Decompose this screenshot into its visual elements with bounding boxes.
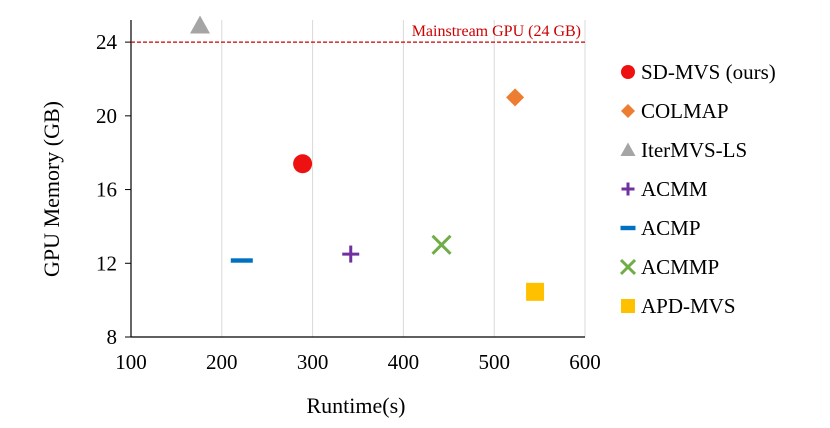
- legend-marker-apd-mvs: [621, 299, 635, 313]
- point-colmap: [506, 88, 525, 107]
- legend-marker-itermvs-ls: [620, 142, 636, 156]
- data-points: [190, 15, 545, 301]
- point-sd-mvs-ours: [293, 154, 313, 174]
- x-axis-title: Runtime(s): [307, 393, 406, 418]
- legend-label-sd-mvs-ours: SD-MVS (ours): [641, 60, 776, 84]
- x-tick-label: 100: [115, 350, 147, 374]
- point-acmmp: [431, 234, 452, 255]
- legend-marker-colmap: [621, 104, 635, 118]
- y-tick-label: 12: [96, 251, 117, 275]
- x-tick-label: 600: [569, 350, 601, 374]
- y-tick-label: 16: [96, 178, 117, 202]
- legend-label-acmm: ACMM: [641, 177, 708, 201]
- point-acmmp-b: [431, 234, 452, 255]
- legend-marker-acmmp: [619, 258, 637, 276]
- reference-line-group: Mainstream GPU (24 GB): [131, 23, 585, 43]
- legend-marker-acmm: [621, 182, 635, 196]
- y-tick-label: 8: [107, 325, 118, 349]
- x-tick-label: 500: [478, 350, 510, 374]
- point-itermvs-ls: [190, 15, 211, 34]
- legend-marker-acmmp-b: [619, 258, 637, 276]
- legend-label-colmap: COLMAP: [641, 99, 729, 123]
- legend-label-apd-mvs: APD-MVS: [641, 294, 736, 318]
- legend-marker-sd-mvs-ours: [621, 65, 635, 79]
- x-tick-label: 400: [388, 350, 420, 374]
- legend-marker-acmp: [620, 225, 636, 231]
- legend: SD-MVS (ours) COLMAP IterMVS-LS ACMM ACMP ACM…: [619, 60, 776, 318]
- legend-label-acmmp: ACMMP: [641, 255, 719, 279]
- x-tick-label: 200: [206, 350, 238, 374]
- grid-lines: [221, 20, 586, 337]
- x-tick-label: 300: [297, 350, 329, 374]
- point-acmp: [230, 258, 253, 263]
- y-tick-label: 20: [96, 104, 117, 128]
- legend-label-itermvs-ls: IterMVS-LS: [641, 138, 747, 162]
- axes: 100 200 300 400 500 600 8 12 16 20 24: [96, 20, 601, 374]
- point-acmm: [342, 245, 360, 263]
- reference-line-label: Mainstream GPU (24 GB): [412, 23, 581, 40]
- legend-label-acmp: ACMP: [641, 216, 701, 240]
- point-apd-mvs: [526, 282, 545, 301]
- y-tick-label: 24: [96, 30, 118, 54]
- y-axis-title: GPU Memory (GB): [39, 101, 64, 277]
